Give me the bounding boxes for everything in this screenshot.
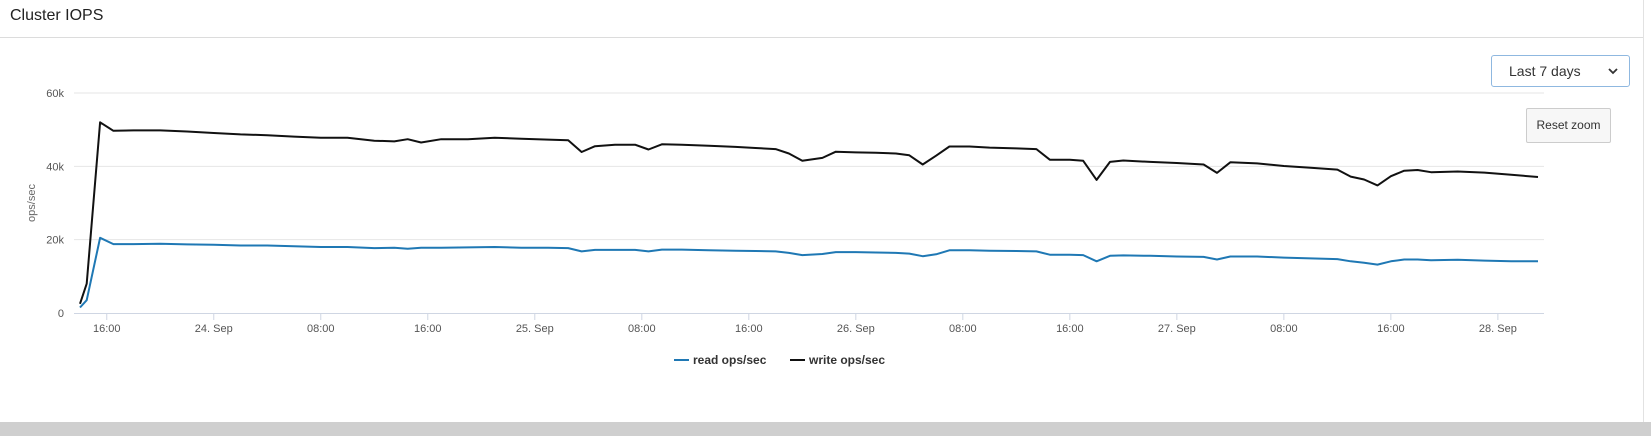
y-tick-label-1: 20k [46, 235, 64, 247]
x-tick-label-10: 27. Sep [1158, 323, 1196, 335]
x-tick-label-1: 24. Sep [195, 323, 233, 335]
legend-item-1[interactable]: write ops/sec [808, 353, 885, 367]
x-tick-label-3: 16:00 [414, 323, 442, 335]
reset-zoom-button[interactable]: Reset zoom [1526, 108, 1611, 143]
x-tick-label-7: 26. Sep [837, 323, 875, 335]
time-range-select[interactable]: Last 7 days [1491, 55, 1630, 87]
y-axis-label: ops/sec [26, 184, 38, 222]
x-tick-label-2: 08:00 [307, 323, 335, 335]
y-tick-label-2: 40k [46, 161, 64, 173]
panel-title: Cluster IOPS [10, 7, 104, 24]
panel-border [1643, 0, 1644, 422]
x-tick-label-11: 08:00 [1270, 323, 1298, 335]
iops-chart[interactable]: 0 20k 40k 60k 16:00 24. Sep 08:00 16:00 25. Sep 0… [0, 40, 1643, 380]
x-tick-label-9: 16:00 [1056, 323, 1084, 335]
time-range-value: Last 7 days [1509, 63, 1581, 79]
legend-item-0[interactable]: read ops/sec [693, 353, 767, 367]
scrollbar-track[interactable] [0, 422, 1651, 436]
y-tick-label-0: 0 [58, 308, 64, 320]
chevron-down-icon [1608, 68, 1618, 75]
panel-header: Cluster IOPS [0, 0, 1643, 38]
x-tick-label-5: 08:00 [628, 323, 656, 335]
x-tick-label-6: 16:00 [735, 323, 763, 335]
x-tick-label-13: 28. Sep [1479, 323, 1517, 335]
x-tick-label-12: 16:00 [1377, 323, 1405, 335]
y-tick-label-3: 60k [46, 88, 64, 100]
series-line-read [79, 236, 1538, 309]
x-tick-label-0: 16:00 [93, 323, 121, 335]
series-line-write [79, 121, 1539, 305]
x-tick-label-8: 08:00 [949, 323, 977, 335]
x-tick-label-4: 25. Sep [516, 323, 554, 335]
